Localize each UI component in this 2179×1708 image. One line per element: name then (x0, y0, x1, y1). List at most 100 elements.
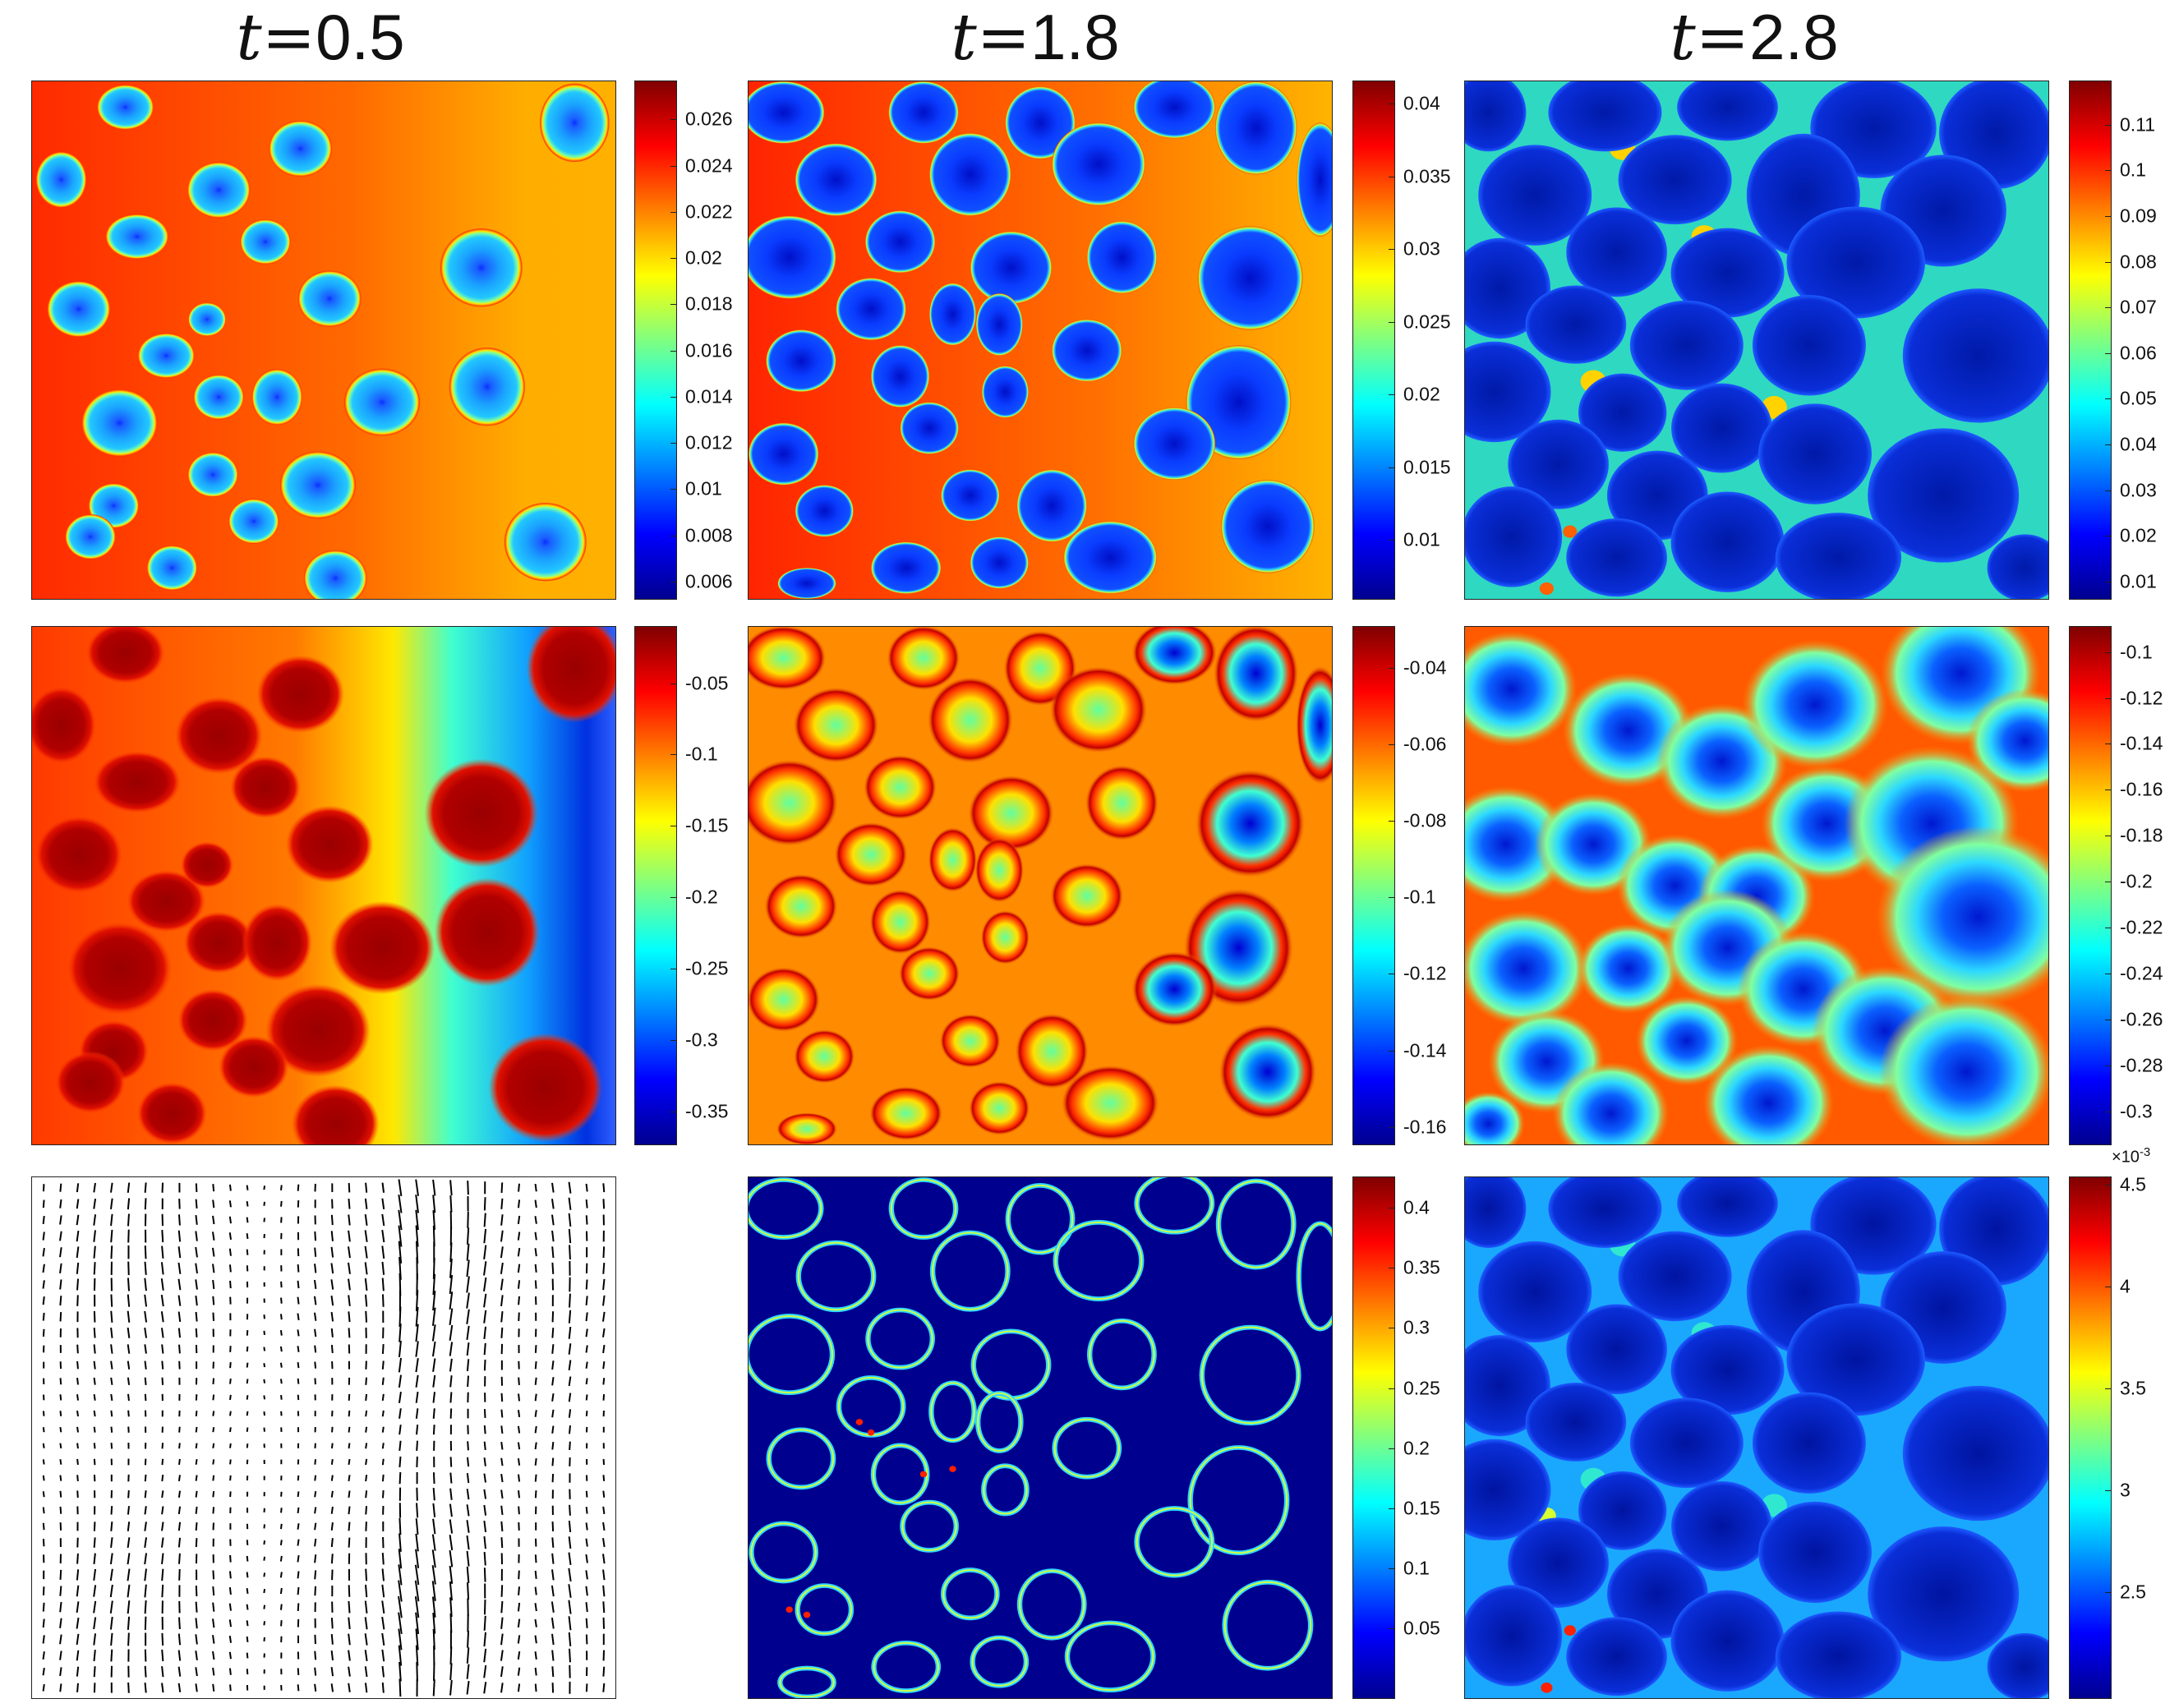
velocity-arrow (59, 1426, 62, 1433)
velocity-arrow (314, 1586, 316, 1596)
interface-ring-core (872, 1444, 928, 1504)
droplet (240, 219, 291, 265)
velocity-arrow (518, 1586, 520, 1595)
grain (1578, 373, 1667, 452)
velocity-arrow (177, 1475, 181, 1481)
colorbar-exponent: ×10-3 (2112, 1145, 2151, 1167)
velocity-arrow (348, 1617, 351, 1629)
velocity-arrow (76, 1360, 79, 1370)
colorbar-tick-mark (1389, 1508, 1395, 1509)
velocity-arrow (602, 1683, 606, 1692)
velocity-arrow (569, 1504, 571, 1516)
velocity-arrow (398, 1645, 403, 1666)
velocity-arrow (348, 1443, 351, 1449)
velocity-arrow (534, 1490, 537, 1499)
colorbar-r2c3 (2069, 626, 2112, 1145)
velocity-arrow (585, 1328, 588, 1337)
velocity-arrow (500, 1442, 504, 1450)
velocity-arrow (144, 1537, 148, 1548)
velocity-arrow (517, 1442, 521, 1450)
velocity-arrow (177, 1214, 181, 1226)
droplet (982, 366, 1029, 418)
colorbar-tick-mark (670, 119, 677, 121)
velocity-arrow (314, 1361, 317, 1369)
velocity-arrow (534, 1570, 537, 1579)
velocity-arrow (330, 1246, 334, 1258)
colorbar-tick-label: 0.03 (2120, 479, 2157, 501)
droplet (929, 133, 1011, 216)
velocity-arrow (551, 1618, 555, 1629)
velocity-arrow (500, 1537, 504, 1549)
velocity-arrow (483, 1261, 487, 1276)
droplet-ring (1218, 1023, 1317, 1121)
velocity-arrow (297, 1280, 300, 1289)
droplet-pressure (127, 870, 206, 932)
velocity-arrow (432, 1291, 436, 1311)
velocity-arrow (161, 1230, 164, 1243)
velocity-arrow (314, 1231, 316, 1241)
droplet (81, 389, 158, 457)
velocity-arrow (313, 1312, 317, 1321)
interface-ring-core (1189, 1446, 1288, 1554)
velocity-arrow (398, 1471, 402, 1485)
velocity-arrow (449, 1180, 453, 1196)
droplet (35, 151, 87, 208)
velocity-arrow (415, 1195, 419, 1213)
colorbar-tick-label: 0.015 (1403, 456, 1451, 478)
velocity-arrow (93, 1393, 96, 1401)
velocity-arrow (568, 1536, 572, 1549)
velocity-arrow (93, 1328, 96, 1338)
velocity-arrow (76, 1278, 80, 1291)
field-plot-r3c3 (1464, 1176, 2049, 1699)
velocity-arrow (178, 1199, 181, 1209)
velocity-arrow (195, 1246, 198, 1258)
droplet-ring (1050, 863, 1124, 929)
velocity-arrow (178, 1568, 181, 1581)
droplet-ring (1085, 764, 1159, 841)
droplet-pressure (230, 756, 301, 819)
velocity-arrow (246, 1362, 249, 1368)
velocity-arrow (212, 1312, 215, 1321)
velocity-arrow (212, 1199, 215, 1208)
field-plot-r2c2 (748, 626, 1333, 1145)
velocity-arrow (551, 1521, 555, 1531)
colorbar-tick-mark (670, 304, 677, 306)
grain (1677, 1177, 1778, 1237)
velocity-arrow (110, 1632, 113, 1646)
velocity-arrow (297, 1378, 300, 1384)
velocity-arrow (195, 1506, 198, 1514)
grain (1578, 1471, 1667, 1550)
velocity-arrow (585, 1570, 588, 1580)
interface-ring-core (1053, 1418, 1121, 1478)
velocity-arrow (109, 1568, 113, 1581)
velocity-arrow (297, 1346, 300, 1352)
velocity-arrow (313, 1279, 317, 1290)
velocity-arrow (263, 1347, 266, 1351)
velocity-arrow (160, 1278, 164, 1291)
velocity-arrow (602, 1666, 606, 1677)
interface-ring-core (1007, 1184, 1074, 1254)
velocity-arrow (381, 1665, 385, 1678)
droplet-pressure (219, 1035, 289, 1098)
velocity-arrow (398, 1440, 402, 1451)
velocity-arrow (348, 1650, 351, 1661)
droplet-pressure (35, 815, 123, 894)
grain (1902, 1385, 2048, 1522)
colorbar-r1c1 (634, 81, 677, 600)
velocity-arrow (432, 1503, 436, 1517)
grain (1618, 1231, 1732, 1322)
velocity-arrow (314, 1554, 317, 1563)
velocity-arrow (568, 1326, 572, 1339)
concentration-blob (1702, 1044, 1835, 1144)
velocity-arrow (229, 1280, 232, 1289)
velocity-arrow (280, 1395, 283, 1400)
velocity-arrow (585, 1586, 588, 1596)
velocity-arrow (551, 1585, 555, 1597)
velocity-arrow (246, 1620, 249, 1627)
velocity-arrow (483, 1228, 487, 1244)
velocity-arrow (144, 1649, 147, 1662)
droplet-ring (776, 1112, 838, 1144)
velocity-arrow (330, 1538, 334, 1548)
field-plot-r2c3 (1464, 626, 2049, 1145)
droplet-pressure (424, 758, 538, 868)
